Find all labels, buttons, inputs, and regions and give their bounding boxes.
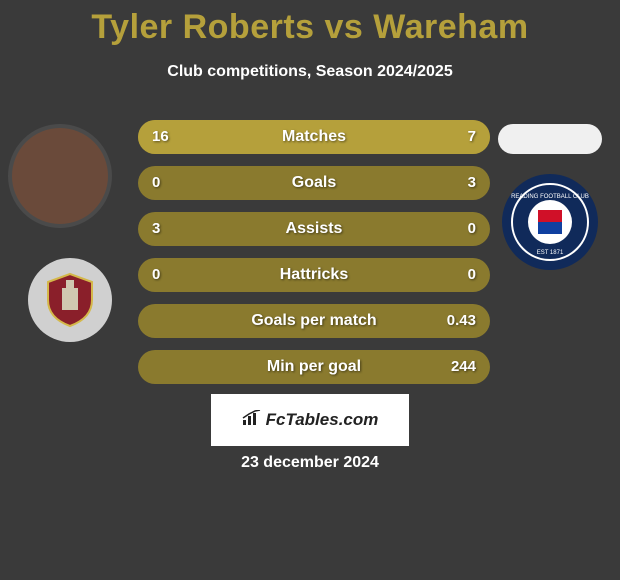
stat-row: 30Assists — [138, 212, 490, 246]
player-right-avatar — [498, 124, 602, 154]
stat-label: Min per goal — [138, 350, 490, 384]
page-subtitle: Club competitions, Season 2024/2025 — [0, 63, 620, 81]
club-left-badge — [28, 258, 112, 342]
stats-bars: 167Matches 03Goals 30Assists 00Hattricks 0.4… — [138, 120, 490, 396]
brand-text: FcTables.com — [266, 410, 379, 430]
stat-row: 244Min per goal — [138, 350, 490, 384]
stat-row: 0.43Goals per match — [138, 304, 490, 338]
page-title: Tyler Roberts vs Wareham — [0, 0, 620, 47]
stat-label: Goals — [138, 166, 490, 200]
svg-text:READING FOOTBALL CLUB: READING FOOTBALL CLUB — [511, 194, 589, 200]
svg-text:EST 1871: EST 1871 — [537, 250, 564, 256]
stat-row: 00Hattricks — [138, 258, 490, 292]
brand-badge: FcTables.com — [211, 394, 409, 446]
stat-row: 03Goals — [138, 166, 490, 200]
shield-icon — [40, 270, 100, 330]
stat-row: 167Matches — [138, 120, 490, 154]
footer-date: 23 december 2024 — [0, 454, 620, 472]
club-crest-icon: READING FOOTBALL CLUB EST 1871 — [510, 182, 590, 262]
player-left-avatar — [8, 124, 112, 228]
stat-label: Matches — [138, 120, 490, 154]
stat-label: Goals per match — [138, 304, 490, 338]
stat-label: Hattricks — [138, 258, 490, 292]
stat-label: Assists — [138, 212, 490, 246]
club-right-badge: READING FOOTBALL CLUB EST 1871 — [502, 174, 598, 270]
chart-icon — [242, 410, 262, 431]
